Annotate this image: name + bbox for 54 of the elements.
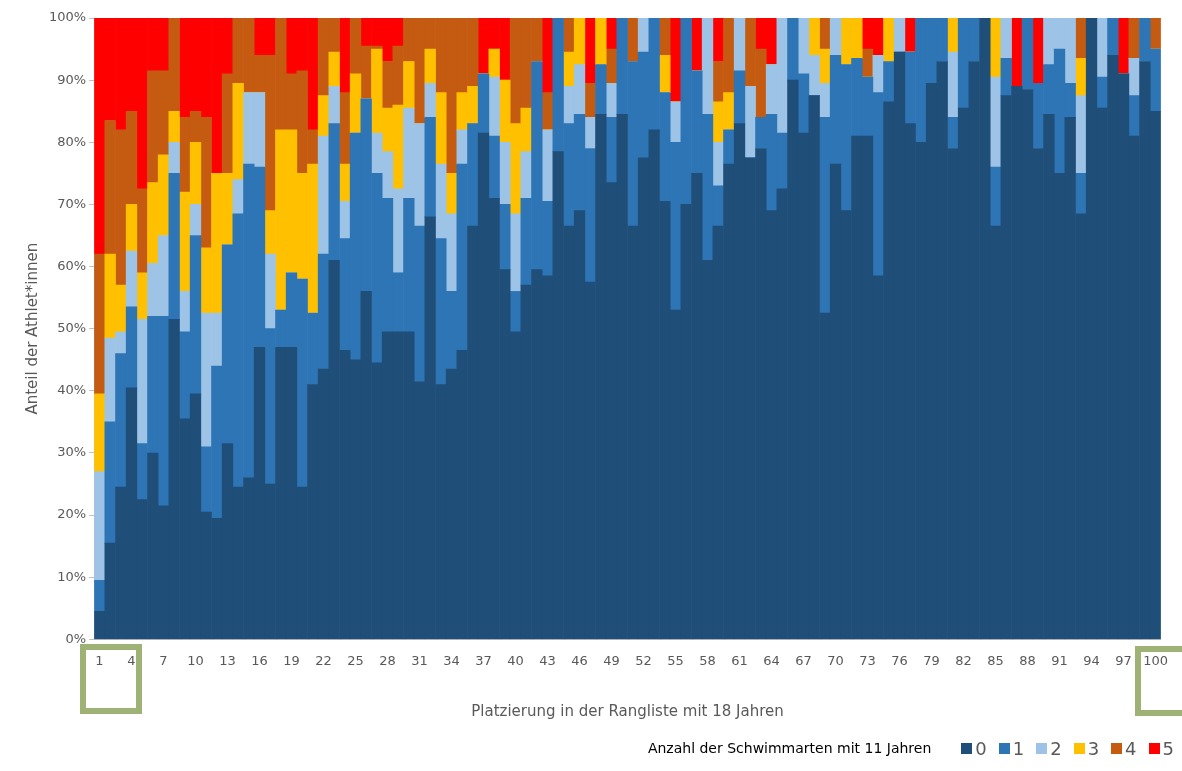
x-tick-label: 28 [379,652,396,668]
x-tick-label: 70 [827,652,844,668]
y-tick-label: 90% [57,71,87,87]
x-tick-label: 7 [159,652,168,668]
y-axis-title: Anteil der Athlet*innen [22,242,41,415]
x-tick-label: 10 [187,652,204,668]
y-tick-label: 10% [57,568,87,584]
y-tick-label: 30% [57,444,87,460]
x-tick-label: 100 [1143,652,1168,668]
x-tick-label: 46 [571,652,588,668]
x-tick-label: 25 [347,652,364,668]
x-tick-label: 13 [219,652,236,668]
x-tick-label: 97 [1115,652,1132,668]
y-tick-label: 80% [57,133,87,149]
y-tick-label: 70% [57,195,87,211]
y-tick-label: 50% [57,320,87,336]
x-tick-label: 94 [1083,652,1100,668]
x-tick-label: 1 [95,652,104,668]
x-tick-label: 16 [251,652,268,668]
y-tick-label: 40% [57,382,87,398]
y-tick-label: 100% [48,9,87,25]
x-tick-label: 85 [987,652,1004,668]
legend-label: 0 [975,737,987,759]
y-tick-label: 0% [65,630,87,646]
x-tick-label: 19 [283,652,300,668]
x-tick-label: 40 [507,652,524,668]
x-tick-label: 4 [127,652,136,668]
x-tick-label: 61 [731,652,748,668]
y-tick-label: 20% [57,506,87,522]
x-tick-label: 52 [635,652,652,668]
y-tick-label: 60% [57,257,87,273]
x-tick-label: 64 [763,652,780,668]
x-tick-label: 37 [475,652,492,668]
x-tick-label: 67 [795,652,812,668]
legend-label: 1 [1012,737,1025,759]
legend-label: 3 [1087,737,1100,759]
x-tick-label: 43 [539,652,556,668]
legend-label: 2 [1050,737,1062,759]
legend-title: Anzahl der Schwimmarten mit 11 Jahren [647,740,932,756]
x-tick-label: 55 [667,652,684,668]
x-axis-title: Platzierung in der Rangliste mit 18 Jahren [471,701,784,720]
legend-label: 5 [1162,737,1174,759]
x-tick-label: 88 [1019,652,1036,668]
x-tick-label: 73 [859,652,876,668]
x-tick-label: 34 [443,652,460,668]
x-tick-label: 76 [891,652,908,668]
x-tick-label: 58 [699,652,716,668]
x-tick-label: 22 [315,652,332,668]
x-tick-label: 91 [1051,652,1068,668]
x-tick-label: 31 [411,652,428,668]
legend-label: 4 [1125,737,1137,759]
x-tick-label: 49 [603,652,620,668]
x-tick-label: 79 [923,652,940,668]
x-tick-label: 82 [955,652,972,668]
